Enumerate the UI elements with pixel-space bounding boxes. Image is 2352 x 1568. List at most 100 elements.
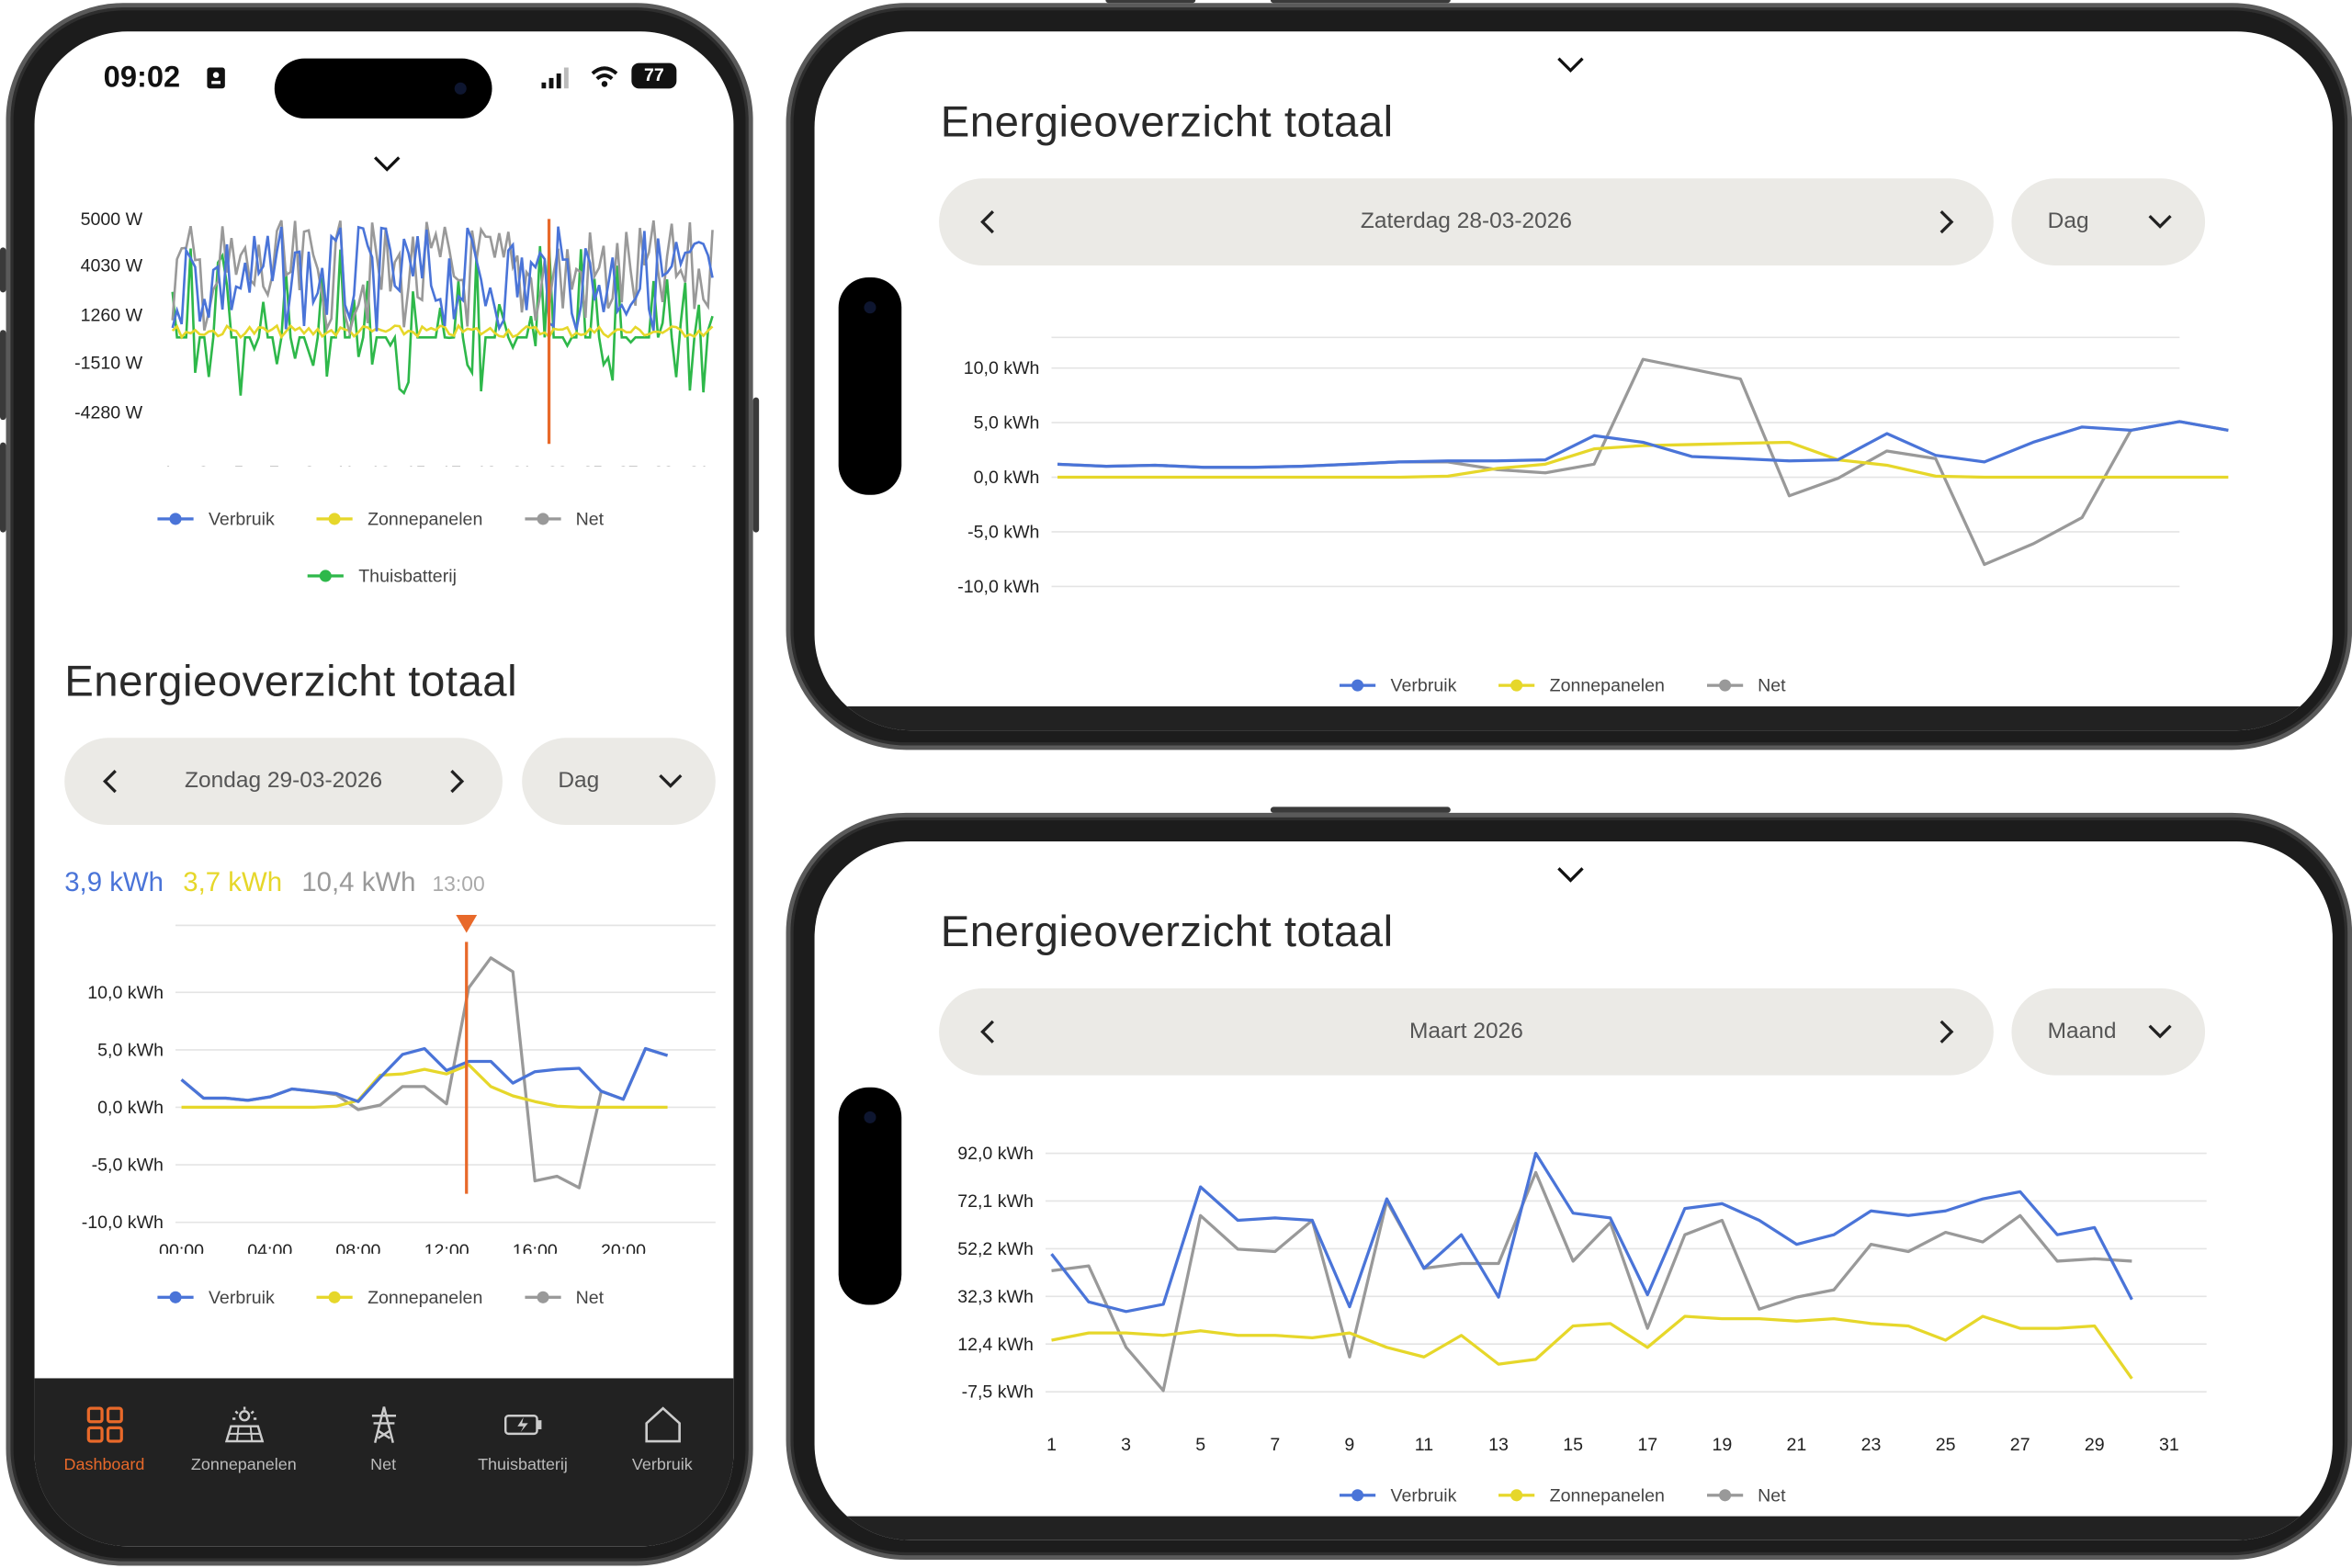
x-tick-label: 15 bbox=[406, 463, 426, 467]
period-select[interactable]: Dag bbox=[522, 738, 716, 825]
x-tick-label: 17 bbox=[1637, 1435, 1657, 1455]
date-label: Zaterdag 28-03-2026 bbox=[1360, 208, 1573, 234]
power-button bbox=[752, 397, 760, 533]
next-day-button[interactable] bbox=[443, 768, 469, 795]
battery-level: 77 bbox=[643, 64, 664, 86]
dynamic-island bbox=[838, 1087, 902, 1305]
y-tick-label: -5,0 kWh bbox=[967, 522, 1039, 542]
x-tick-label: 04:00 bbox=[247, 1241, 292, 1254]
series-line-verbruik bbox=[171, 225, 714, 332]
battery-charging-icon bbox=[503, 1415, 541, 1436]
x-tick-label: 3 bbox=[198, 463, 209, 467]
signal-icon bbox=[541, 67, 569, 89]
period-select[interactable]: Dag bbox=[2011, 178, 2206, 265]
series-line-net bbox=[1057, 357, 2229, 567]
series-line-zonnepanelen bbox=[1051, 1314, 2133, 1380]
day-energy-chart[interactable]: 10,0 kWh 5,0 kWh 0,0 kWh -5,0 kWh -10,0 kWh 0… bbox=[35, 908, 734, 1254]
chevron-down-icon bbox=[2148, 1024, 2172, 1039]
bottom-tab-bar-edge bbox=[814, 1516, 2333, 1540]
date-selector: Maart 2026 bbox=[939, 987, 1994, 1076]
y-tick-label: -10,0 kWh bbox=[82, 1213, 164, 1233]
legend-item-zonnepanelen[interactable]: Zonnepanelen bbox=[1498, 675, 1665, 696]
tab-thuisbatterij[interactable]: Thuisbatterij bbox=[453, 1405, 593, 1474]
y-tick-label: -7,5 kWh bbox=[962, 1382, 1034, 1403]
solar-panel-icon bbox=[224, 1406, 264, 1443]
x-tick-label: 12:00 bbox=[424, 1241, 469, 1254]
month-energy-chart[interactable]: 92,0 kWh 72,1 kWh 52,2 kWh 32,3 kWh 12,4 kWh… bbox=[815, 1111, 2333, 1457]
x-tick-label: 17 bbox=[441, 463, 461, 467]
series-line-thuisbatterij bbox=[171, 245, 714, 396]
x-tick-label: 5 bbox=[233, 463, 243, 467]
y-tick-label: 92,0 kWh bbox=[957, 1144, 1034, 1164]
legend-item-zonnepanelen[interactable]: Zonnepanelen bbox=[1498, 1484, 1665, 1506]
dynamic-island bbox=[274, 58, 492, 118]
legend-item-net[interactable]: Net bbox=[525, 508, 604, 529]
power-chart-legend-2: Thuisbatterij bbox=[307, 566, 499, 586]
legend-item-zonnepanelen[interactable]: Zonnepanelen bbox=[316, 1287, 482, 1308]
legend-item-verbruik[interactable]: Verbruik bbox=[157, 508, 275, 529]
previous-day-button[interactable] bbox=[97, 768, 124, 795]
tab-label: Dashboard bbox=[63, 1456, 145, 1474]
date-label: Zondag 29-03-2026 bbox=[185, 767, 383, 794]
screen: Energieoverzicht totaal Maart 2026 Maand… bbox=[814, 840, 2333, 1540]
next-month-button[interactable] bbox=[1932, 1019, 1959, 1045]
side-button bbox=[0, 247, 6, 293]
wifi-icon bbox=[591, 66, 618, 87]
volume-up-button bbox=[0, 330, 6, 421]
screen: Energieoverzicht totaal Zaterdag 28-03-2… bbox=[814, 31, 2333, 731]
previous-day-button[interactable] bbox=[975, 209, 1001, 235]
y-tick-label: 12,4 kWh bbox=[957, 1335, 1034, 1355]
tab-net[interactable]: Net bbox=[313, 1405, 453, 1474]
section-title: Energieoverzicht totaal bbox=[940, 98, 1394, 148]
date-selector: Zaterdag 28-03-2026 bbox=[939, 178, 1994, 265]
tab-zonnepanelen[interactable]: Zonnepanelen bbox=[174, 1405, 313, 1474]
volume-button bbox=[1270, 0, 1451, 4]
next-day-button[interactable] bbox=[1932, 209, 1959, 235]
y-tick-label: -10,0 kWh bbox=[957, 577, 1039, 597]
tab-verbruik[interactable]: Verbruik bbox=[593, 1405, 732, 1474]
series-line-zonnepanelen bbox=[181, 1063, 668, 1110]
x-tick-label: 25 bbox=[582, 463, 603, 467]
legend-item-verbruik[interactable]: Verbruik bbox=[157, 1287, 275, 1308]
legend-item-net[interactable]: Net bbox=[1706, 675, 1786, 696]
x-tick-label: 04:00 bbox=[1230, 629, 1275, 631]
x-tick-label: 31 bbox=[2159, 1435, 2179, 1455]
dynamic-island bbox=[838, 277, 902, 495]
legend-item-zonnepanelen[interactable]: Zonnepanelen bbox=[316, 508, 482, 529]
legend-item-net[interactable]: Net bbox=[1706, 1484, 1786, 1506]
chevron-down-icon[interactable] bbox=[1555, 860, 1586, 890]
previous-month-button[interactable] bbox=[975, 1019, 1001, 1045]
house-icon bbox=[644, 1406, 681, 1443]
day-energy-chart[interactable]: 10,0 kWh 5,0 kWh 0,0 kWh -5,0 kWh -10,0 kWh 0… bbox=[815, 301, 2333, 631]
phone-landscape-month: Energieoverzicht totaal Maart 2026 Maand… bbox=[786, 807, 2352, 1561]
legend-item-thuisbatterij[interactable]: Thuisbatterij bbox=[307, 566, 457, 586]
x-tick-label: 23 bbox=[1861, 1435, 1882, 1455]
legend-item-net[interactable]: Net bbox=[525, 1287, 604, 1308]
status-bar: 09:02 77 bbox=[35, 31, 734, 121]
x-tick-label: 9 bbox=[305, 463, 315, 467]
x-tick-label: 1 bbox=[163, 463, 173, 467]
series-line-zonnepanelen bbox=[1057, 440, 2229, 479]
x-tick-label: 00:00 bbox=[159, 1241, 204, 1254]
x-tick-label: 1 bbox=[1046, 1435, 1057, 1455]
chevron-down-icon[interactable] bbox=[372, 149, 402, 179]
period-select[interactable]: Maand bbox=[2011, 987, 2206, 1076]
value-time: 13:00 bbox=[432, 871, 485, 896]
value-zonnepanelen: 3,7 kWh bbox=[183, 866, 283, 897]
legend-item-verbruik[interactable]: Verbruik bbox=[1340, 1484, 1456, 1506]
chevron-down-icon[interactable] bbox=[1555, 50, 1586, 80]
value-verbruik: 3,9 kWh bbox=[64, 866, 164, 897]
y-tick-label: 10,0 kWh bbox=[87, 983, 164, 1003]
tab-dashboard[interactable]: Dashboard bbox=[35, 1405, 175, 1474]
bottom-tab-bar-edge bbox=[814, 706, 2333, 731]
x-tick-label: 13 bbox=[370, 463, 390, 467]
x-tick-label: 21 bbox=[512, 463, 532, 467]
x-tick-label: 11 bbox=[335, 463, 354, 467]
x-tick-label: 25 bbox=[1936, 1435, 1956, 1455]
x-tick-label: 00:00 bbox=[1035, 629, 1080, 631]
x-tick-label: 9 bbox=[1344, 1435, 1354, 1455]
legend-item-verbruik[interactable]: Verbruik bbox=[1340, 675, 1456, 696]
id-card-icon bbox=[207, 67, 225, 89]
